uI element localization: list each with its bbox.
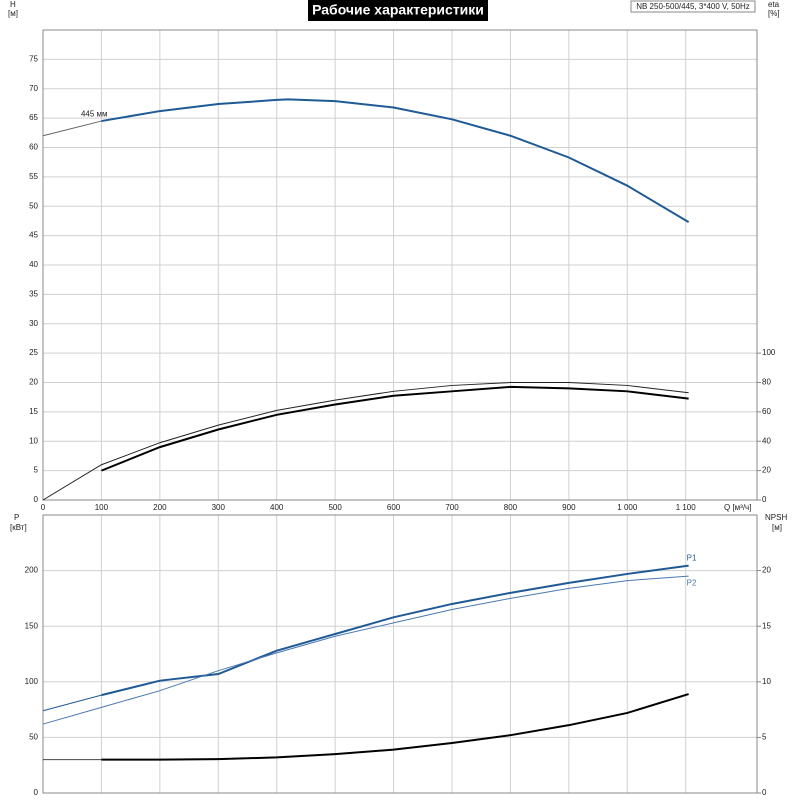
chart-subtitle: NB 250-500/445, 3*400 V, 50Hz: [636, 2, 750, 11]
y2-tick-label: 60: [762, 407, 771, 416]
series-label: P2: [687, 578, 697, 587]
plot-frame: [42, 29, 758, 501]
y2-tick-label: 20: [762, 466, 771, 475]
y-tick-label: 65: [29, 113, 38, 122]
title-box: [308, 0, 488, 21]
y-tick-label: 25: [29, 348, 38, 357]
line-series: [42, 382, 689, 501]
subtitle-box: [630, 0, 756, 13]
plot-frame: [42, 514, 758, 794]
y2-tick-label: 20: [762, 566, 771, 575]
y-tick-label: 50: [29, 733, 38, 742]
y-axis-unit: [кВт]: [10, 523, 27, 532]
y2-axis-label: eta: [768, 0, 780, 9]
y-tick-label: 70: [29, 84, 38, 93]
y-tick-label: 150: [25, 621, 39, 630]
x-tick-label: 800: [504, 503, 518, 512]
line-series: [42, 575, 689, 725]
y2-tick-label: 5: [762, 733, 767, 742]
y2-tick-label: 100: [762, 348, 776, 357]
y-tick-label: 100: [25, 677, 39, 686]
y-tick-label: 40: [29, 260, 38, 269]
line-series: [42, 694, 102, 712]
y2-axis-unit: [м]: [772, 523, 782, 532]
annotation: 445 мм: [81, 110, 108, 119]
y2-tick-label: 10: [762, 677, 771, 686]
y-tick-label: 60: [29, 143, 38, 152]
x-tick-label: 200: [153, 503, 167, 512]
x-tick-label: 500: [328, 503, 342, 512]
y-axis-label: H: [10, 0, 16, 9]
line-series: [101, 564, 689, 697]
x-tick-label: 0: [41, 503, 46, 512]
y-tick-label: 75: [29, 54, 38, 63]
y2-axis-unit: [%]: [768, 9, 780, 18]
y2-tick-label: 0: [762, 495, 767, 504]
y-tick-label: 0: [34, 788, 39, 797]
x-tick-label: 700: [445, 503, 459, 512]
x-tick-label: 600: [387, 503, 401, 512]
y-axis-unit: [м]: [8, 9, 18, 18]
y-tick-label: 55: [29, 172, 38, 181]
chart-title: Рабочие характеристики: [312, 2, 484, 18]
x-tick-label: 900: [562, 503, 576, 512]
line-series: [42, 120, 102, 137]
y-tick-label: 10: [29, 436, 38, 445]
y-tick-label: 5: [34, 466, 39, 475]
y-axis-label: P: [14, 513, 19, 522]
y-tick-label: 50: [29, 201, 38, 210]
x-tick-label: 1 100: [676, 503, 697, 512]
series-label: P1: [687, 554, 697, 563]
y-tick-label: 15: [29, 407, 38, 416]
y-tick-label: 45: [29, 231, 38, 240]
line-series: [101, 98, 690, 223]
x-tick-label: 300: [212, 503, 226, 512]
y-tick-label: 20: [29, 378, 38, 387]
line-series: [101, 385, 689, 472]
y2-tick-label: 15: [762, 621, 771, 630]
x-tick-label: 1 000: [617, 503, 638, 512]
y2-tick-label: 40: [762, 436, 771, 445]
y2-tick-label: 0: [762, 788, 767, 797]
line-series: [101, 693, 689, 761]
y2-axis-label: NPSH: [765, 513, 787, 522]
y-tick-label: 30: [29, 319, 38, 328]
x-axis-label: Q [м³/ч]: [724, 503, 751, 512]
y2-tick-label: 80: [762, 378, 771, 387]
x-tick-label: 100: [95, 503, 109, 512]
y-tick-label: 200: [25, 566, 39, 575]
y-tick-label: 35: [29, 289, 38, 298]
y-tick-label: 0: [34, 495, 39, 504]
x-tick-label: 400: [270, 503, 284, 512]
